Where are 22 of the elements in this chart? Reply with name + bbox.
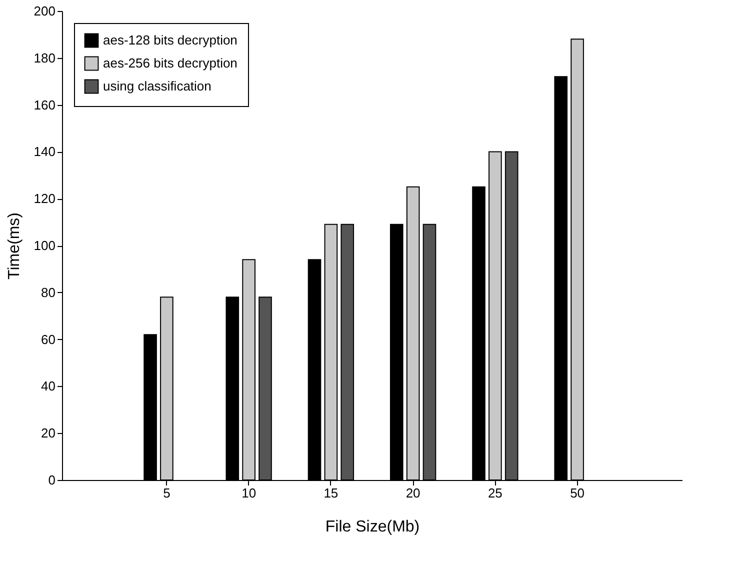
- x-axis-title: File Size(Mb): [325, 518, 420, 536]
- x-tick-label: 20: [406, 486, 420, 500]
- legend-label: using classification: [103, 78, 212, 94]
- y-tick-label: 140: [34, 144, 56, 160]
- y-tick-label: 60: [41, 332, 56, 347]
- legend-label: aes-128 bits decryption: [103, 32, 238, 48]
- x-tick-label: 5: [163, 486, 170, 500]
- y-tick-label: 120: [34, 191, 56, 206]
- x-tick-label: 10: [242, 486, 256, 500]
- y-tick-label: 80: [41, 284, 56, 300]
- y-axis-title: Time(ms): [6, 212, 23, 280]
- x-tick-label: 25: [488, 486, 502, 500]
- y-tick-label: 0: [48, 472, 56, 488]
- y-tick-label: 180: [34, 50, 56, 66]
- y-tick-label: 40: [41, 378, 56, 394]
- y-tick-label: 200: [34, 4, 56, 18]
- y-tick-label: 100: [34, 238, 56, 253]
- x-tick-label: 50: [570, 486, 585, 500]
- y-tick-label: 20: [41, 426, 56, 441]
- x-tick-label: 15: [324, 486, 338, 500]
- y-tick-label: 160: [34, 97, 56, 112]
- legend-label: aes-256 bits decryption: [103, 56, 238, 70]
